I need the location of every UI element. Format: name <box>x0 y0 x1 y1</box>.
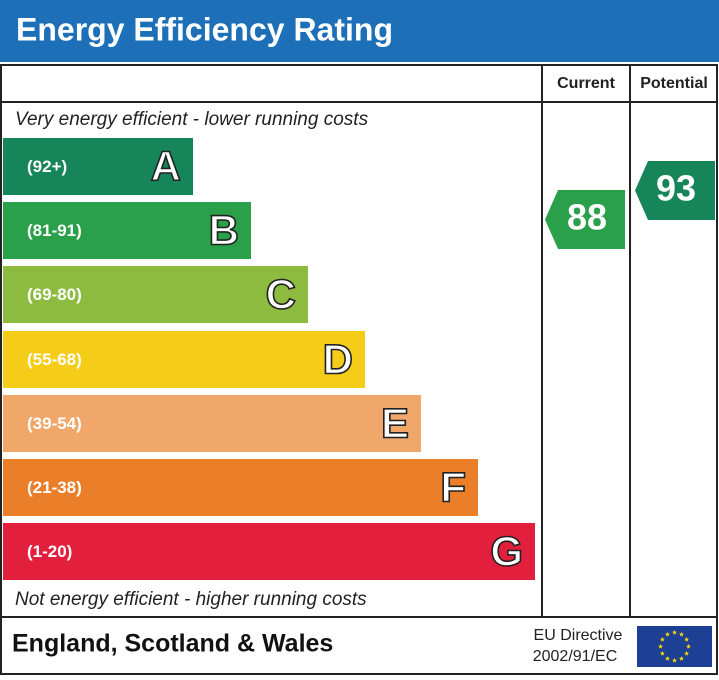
current-rating: 88 <box>567 197 607 238</box>
band-bar <box>3 523 535 580</box>
eu-stars <box>658 629 691 663</box>
eu-star <box>658 643 663 649</box>
current-header: Current <box>557 75 615 92</box>
band-range: (55-68) <box>27 350 82 369</box>
band-range: (92+) <box>27 157 67 176</box>
directive-line: 2002/91/EC <box>533 648 618 665</box>
bottom-note: Not energy efficient - higher running co… <box>15 589 367 610</box>
eu-star <box>659 650 665 656</box>
band-letter: D <box>323 336 353 383</box>
band-letter: E <box>381 400 409 447</box>
band-range: (81-91) <box>27 221 82 240</box>
eu-star <box>659 636 665 642</box>
band-letter: F <box>440 464 466 511</box>
eu-star <box>672 657 677 663</box>
band-bar <box>3 266 308 323</box>
eu-star <box>684 650 690 656</box>
potential-header: Potential <box>640 75 708 92</box>
directive-line: EU Directive <box>534 627 623 644</box>
eu-star <box>686 643 691 649</box>
band-range: (69-80) <box>27 285 82 304</box>
title: Energy Efficiency Rating <box>16 11 393 47</box>
potential-rating: 93 <box>656 168 696 209</box>
band-letter: A <box>151 143 181 190</box>
eu-star <box>679 631 684 637</box>
band-letter: G <box>490 528 523 575</box>
current-arrow <box>545 190 625 249</box>
band-bar <box>3 138 193 195</box>
eu-star <box>665 631 670 637</box>
eu-star <box>672 629 677 635</box>
top-note: Very energy efficient - lower running co… <box>15 109 369 130</box>
region: England, Scotland & Wales <box>12 630 333 658</box>
band-bar <box>3 459 478 516</box>
band-letter: B <box>209 207 239 254</box>
band-range: (39-54) <box>27 414 82 433</box>
band-bar <box>3 331 365 388</box>
band-bar <box>3 395 421 452</box>
eu-star <box>665 656 670 661</box>
band-bar <box>3 202 251 259</box>
potential-arrow <box>635 161 715 220</box>
band-range: (1-20) <box>27 542 72 561</box>
band-letter: C <box>266 271 296 318</box>
eu-star <box>684 636 690 642</box>
header-bar <box>0 0 719 62</box>
band-range: (21-38) <box>27 478 82 497</box>
eu-star <box>679 656 684 661</box>
frame <box>0 64 718 675</box>
